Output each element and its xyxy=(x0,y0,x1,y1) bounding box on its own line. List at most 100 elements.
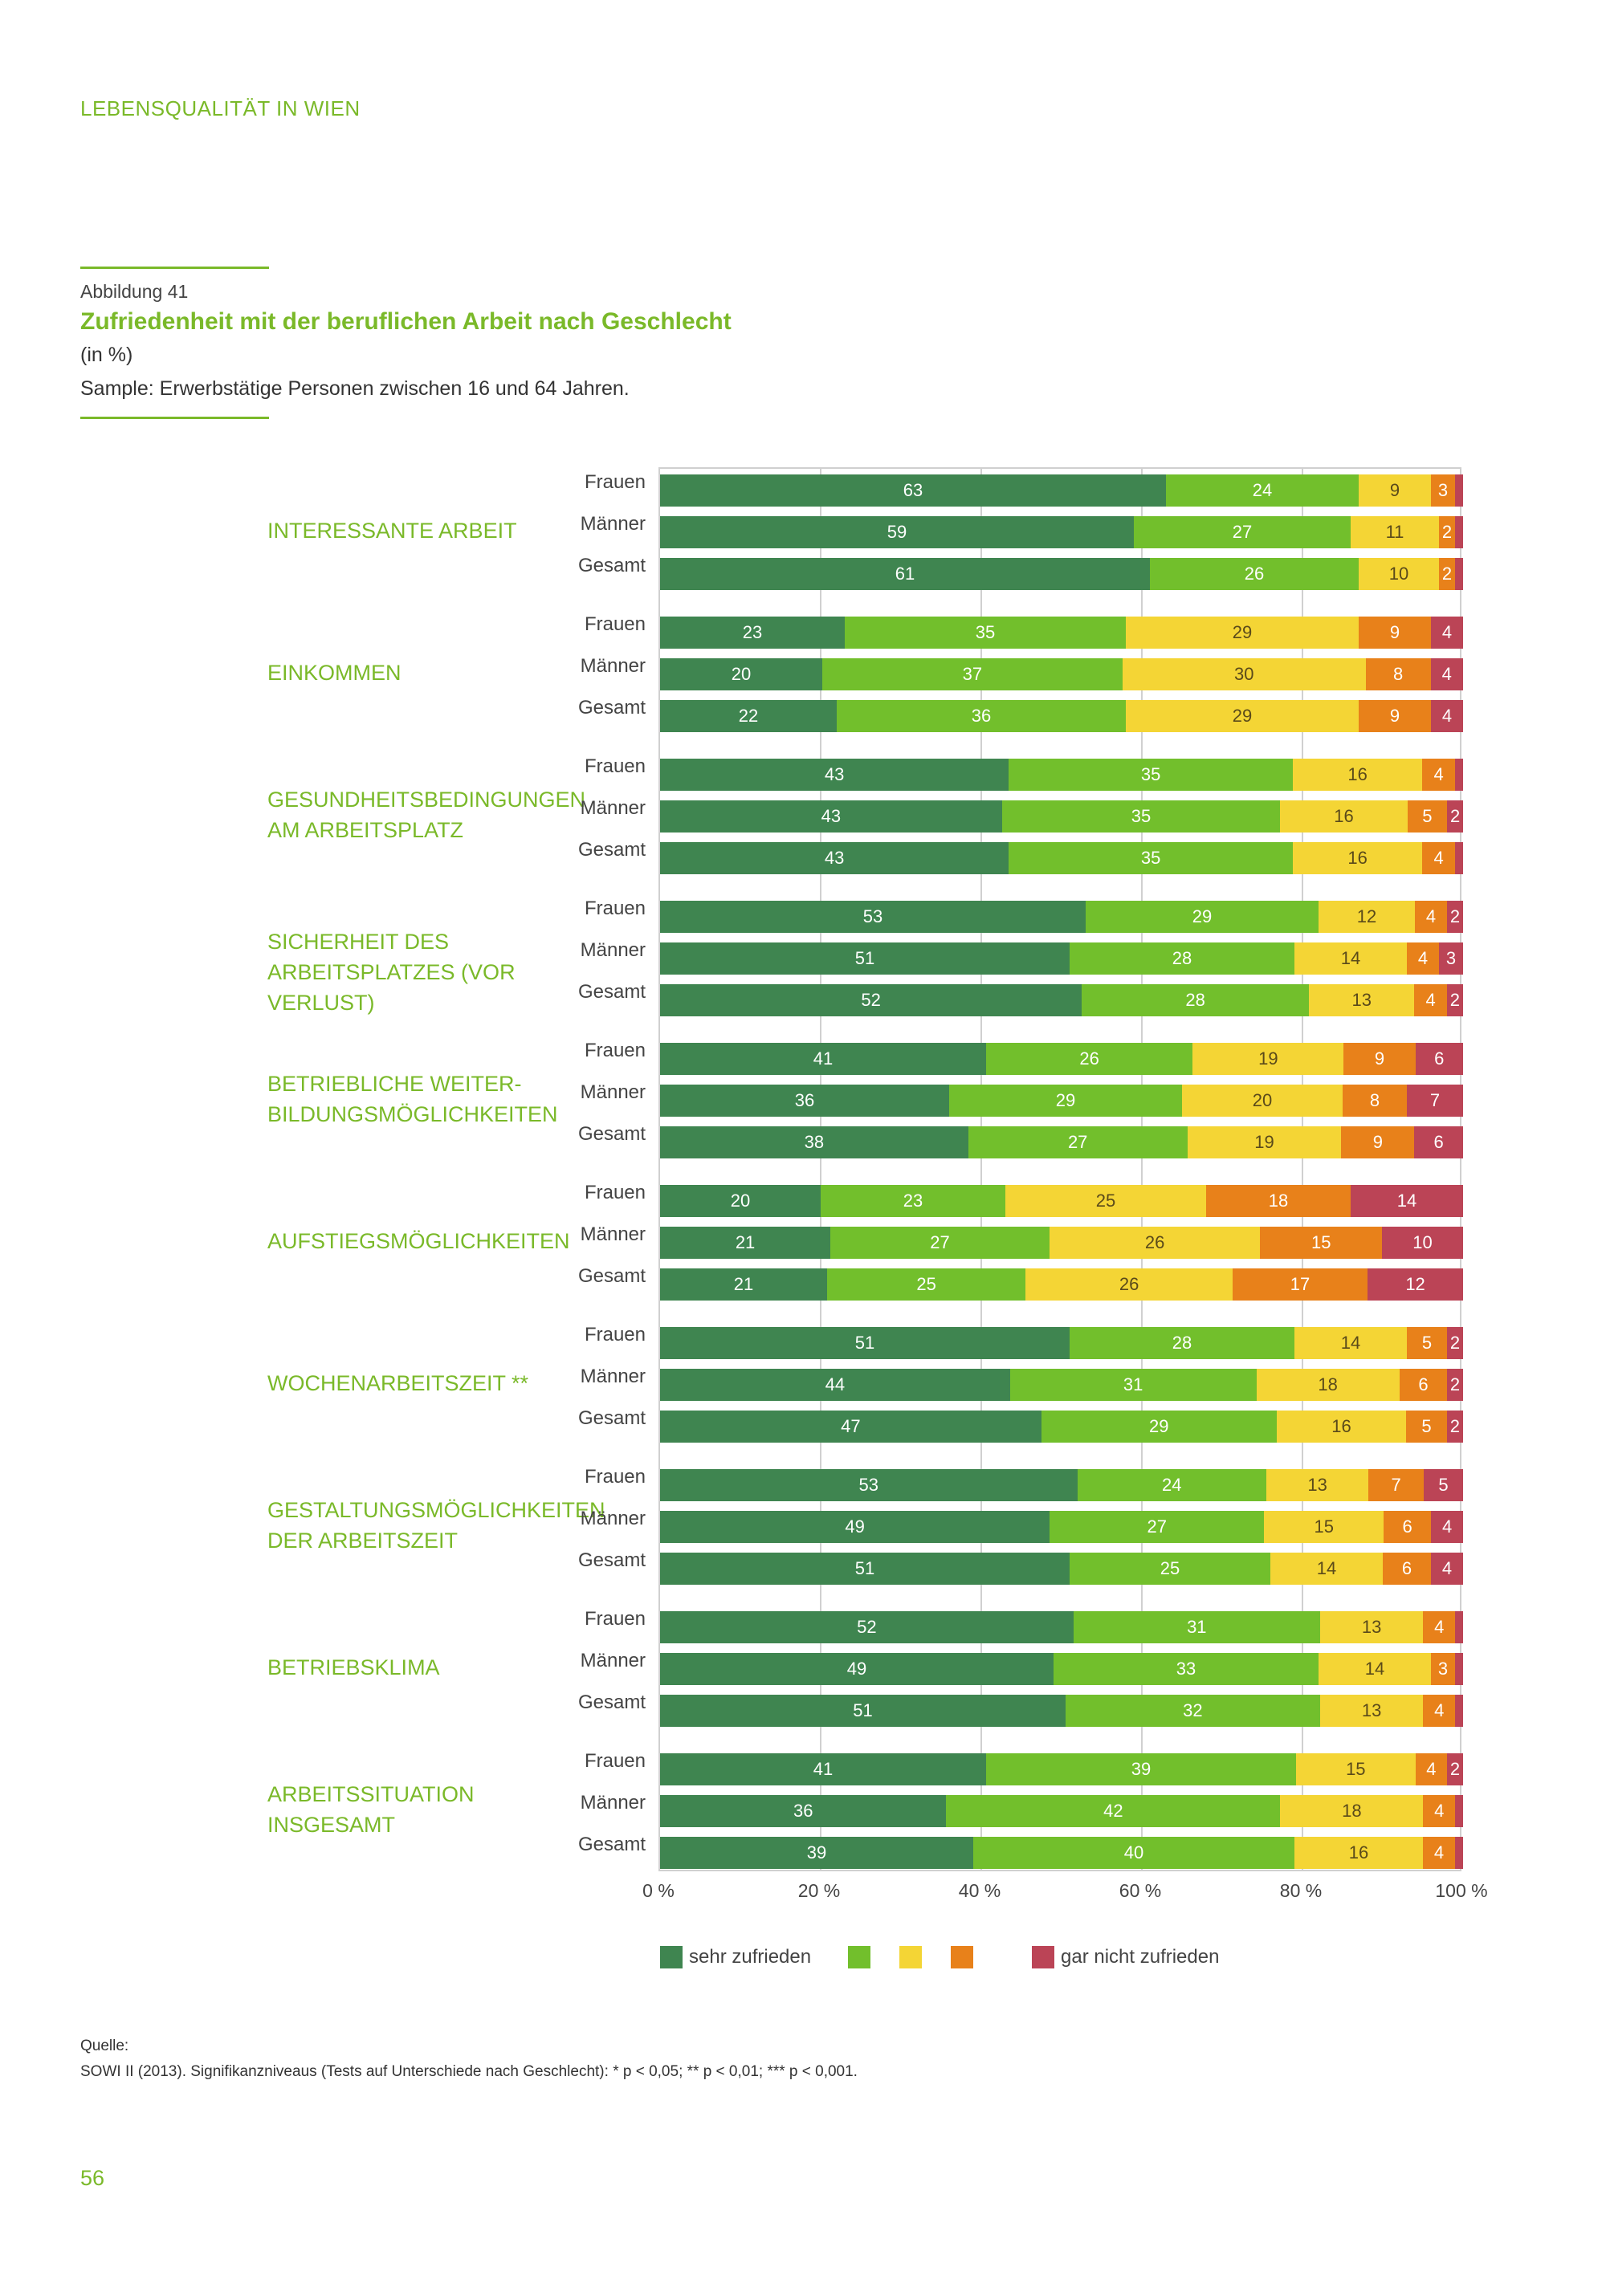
group-label: EINKOMMEN xyxy=(267,661,402,685)
bar-segment: 2 xyxy=(1446,1411,1463,1443)
bar-segment: 49 xyxy=(660,1653,1054,1685)
row-label: Gesamt xyxy=(577,839,646,861)
bar-segment: 25 xyxy=(1005,1185,1206,1217)
bar-segment: 9 xyxy=(1359,617,1431,649)
stacked-bar: 41 26 19 9 6 xyxy=(660,1043,1463,1075)
stacked-bar: 53 24 13 7 5 xyxy=(660,1469,1463,1501)
data-label: 26 xyxy=(1144,1232,1165,1252)
bar-segment: 16 xyxy=(1280,800,1408,833)
bar-segment: 14 xyxy=(1294,942,1407,975)
data-label: 11 xyxy=(1385,522,1404,542)
data-label: 15 xyxy=(1310,1232,1331,1252)
row-label: Frauen xyxy=(584,1182,646,1203)
bar-segment: 27 xyxy=(968,1126,1188,1158)
data-label: 39 xyxy=(1131,1759,1152,1779)
data-label: 2 xyxy=(1449,1333,1461,1353)
bar-segment: 29 xyxy=(1126,700,1359,732)
bar-segment: 2 xyxy=(1439,558,1455,590)
bar-segment: 53 xyxy=(660,1469,1078,1501)
data-label: 16 xyxy=(1347,848,1368,868)
data-label: 26 xyxy=(1119,1274,1139,1294)
legend-swatch xyxy=(951,1946,973,1968)
bar-segment: 35 xyxy=(1009,759,1293,791)
bar-segment: 29 xyxy=(949,1085,1182,1117)
bar-segment: 4 xyxy=(1423,1611,1456,1643)
bar-segment: 2 xyxy=(1439,516,1455,548)
data-label: 63 xyxy=(903,480,923,500)
row-label: Frauen xyxy=(584,1040,646,1061)
data-label: 29 xyxy=(1232,706,1253,726)
bar-segment xyxy=(1455,1653,1463,1685)
row-label: Gesamt xyxy=(577,1123,646,1145)
stacked-bar: 49 33 14 3 xyxy=(660,1653,1463,1685)
stacked-bar: 44 31 18 6 2 xyxy=(660,1369,1463,1401)
stacked-bar: 36 42 18 4 xyxy=(660,1795,1463,1827)
legend-label: sehr zufrieden xyxy=(689,1946,812,1968)
plot-area: 63 24 9 3 59 27 11 2 61 26 10 2 23 35 29 9 4 20 37 30 8 4 22 36… xyxy=(658,467,1463,1871)
group-label: INTERESSANTE ARBEIT xyxy=(267,519,517,543)
data-label: 41 xyxy=(813,1759,834,1779)
data-label: 28 xyxy=(1172,948,1192,968)
bar-segment: 13 xyxy=(1319,1611,1424,1643)
stacked-bar: 63 24 9 3 xyxy=(660,474,1463,507)
bar-segment: 16 xyxy=(1276,1411,1407,1443)
bar-segment: 6 xyxy=(1399,1369,1448,1401)
bar-segment: 35 xyxy=(845,617,1126,649)
data-label: 16 xyxy=(1347,764,1368,784)
data-label: 8 xyxy=(1393,664,1404,684)
data-label: 4 xyxy=(1426,1759,1437,1779)
data-label: 9 xyxy=(1374,1048,1385,1069)
bar-segment: 7 xyxy=(1368,1469,1424,1501)
bar-segment: 38 xyxy=(660,1126,968,1158)
data-label: 14 xyxy=(1364,1659,1385,1679)
bar-segment: 13 xyxy=(1266,1469,1369,1501)
data-label: 3 xyxy=(1437,480,1449,500)
data-label: 4 xyxy=(1441,706,1453,726)
bar-segment: 20 xyxy=(1182,1085,1343,1117)
data-label: 13 xyxy=(1361,1617,1382,1637)
bar-segment: 2 xyxy=(1447,1753,1463,1785)
data-label: 47 xyxy=(841,1416,861,1436)
bar-segment: 12 xyxy=(1368,1268,1463,1301)
bar-segment: 6 xyxy=(1383,1553,1431,1585)
data-label: 2 xyxy=(1449,906,1461,926)
row-label: Frauen xyxy=(584,1466,646,1488)
figure-sample: Sample: Erwerbstätige Personen zwischen … xyxy=(80,377,630,400)
row-label: Frauen xyxy=(584,898,646,919)
bar-segment: 20 xyxy=(660,1185,821,1217)
row-label: Frauen xyxy=(584,755,646,777)
data-label: 9 xyxy=(1389,480,1400,500)
group-label: GESUNDHEITSBEDINGUNGEN AM ARBEITSPLATZ xyxy=(267,788,586,842)
bar-segment: 53 xyxy=(660,901,1086,933)
data-label: 42 xyxy=(1103,1801,1123,1821)
bar-segment xyxy=(1455,558,1463,590)
data-label: 7 xyxy=(1429,1090,1441,1110)
bar-segment xyxy=(1455,516,1463,548)
bar-segment: 52 xyxy=(660,984,1082,1016)
bar-segment: 5 xyxy=(1423,1469,1463,1501)
data-label: 14 xyxy=(1340,1333,1361,1353)
row-label: Gesamt xyxy=(577,555,646,576)
bar-segment: 25 xyxy=(826,1268,1026,1301)
row-label: Gesamt xyxy=(577,1265,646,1287)
data-label: 51 xyxy=(854,948,875,968)
data-label: 16 xyxy=(1331,1416,1351,1436)
bar-segment: 41 xyxy=(660,1753,986,1785)
figure-title: Zufriedenheit mit der beruflichen Arbeit… xyxy=(80,308,732,335)
data-label: 2 xyxy=(1449,806,1461,826)
data-label: 27 xyxy=(1067,1132,1088,1152)
bar-segment: 4 xyxy=(1423,1795,1456,1827)
data-label: 43 xyxy=(824,848,845,868)
data-label: 6 xyxy=(1434,1048,1445,1069)
bar-segment: 3 xyxy=(1431,474,1455,507)
bar-segment: 26 xyxy=(1025,1268,1233,1301)
data-label: 24 xyxy=(1252,480,1273,500)
legend-swatch xyxy=(660,1946,683,1968)
row-label: Männer xyxy=(580,1223,646,1245)
bar-segment: 16 xyxy=(1292,759,1423,791)
bar-segment: 4 xyxy=(1415,901,1447,933)
bar-segment: 43 xyxy=(660,842,1009,874)
running-head: LEBENSQUALITÄT IN WIEN xyxy=(80,96,361,120)
data-label: 29 xyxy=(1192,906,1213,926)
bar-segment xyxy=(1455,1795,1463,1827)
